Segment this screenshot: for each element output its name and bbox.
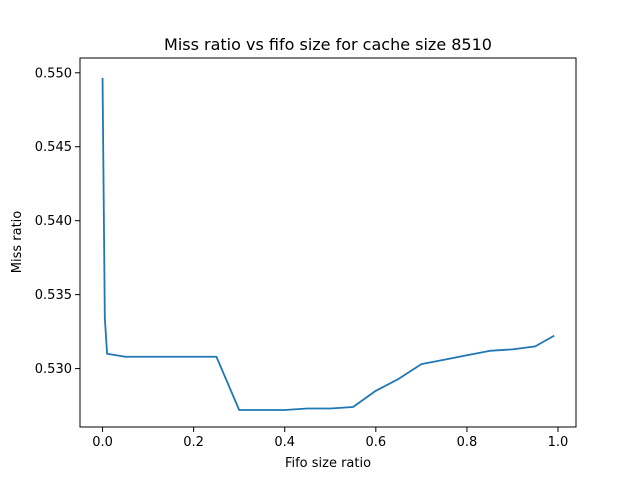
y-tick-label: 0.535 [35,288,72,303]
x-axis-title: Fifo size ratio [285,456,371,471]
x-tick-label: 0.2 [183,435,204,450]
axes-frame [79,57,577,428]
x-tick-label: 0.8 [457,435,478,450]
y-tick-label: 0.540 [35,214,72,229]
y-tick-label: 0.530 [35,362,72,377]
x-tick-label: 0.0 [92,435,113,450]
y-axis-title: Miss ratio [10,211,25,274]
series-line-0 [101,77,555,411]
x-tick-label: 0.6 [365,435,386,450]
y-tick-label: 0.545 [35,140,72,155]
x-tick-label: 0.4 [274,435,295,450]
x-tick-label: 1.0 [548,435,569,450]
plot-area: 0.0 0.2 0.4 0.6 0.8 1.0 0.530 0.535 0.540 0.545 0.… [35,57,577,450]
y-tick-label: 0.550 [35,66,72,81]
chart-title: Miss ratio vs fifo size for cache size 8… [164,35,492,54]
